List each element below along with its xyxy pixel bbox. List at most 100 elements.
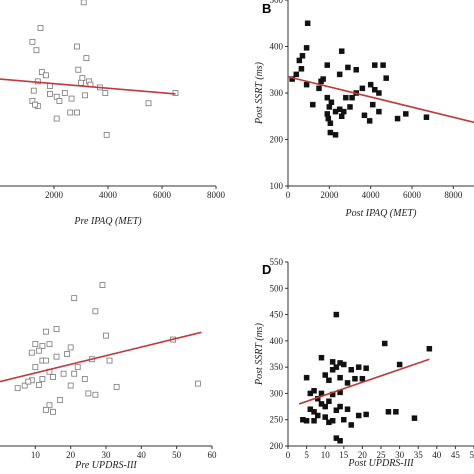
regression-line [0,78,176,95]
x-tick-label: 2000 [45,190,64,200]
data-point [341,416,347,423]
x-tick-label: 10 [31,450,41,460]
y-tick-label: 200 [270,135,284,145]
regression-line [287,75,474,124]
data-point [61,90,68,96]
regression-line [0,331,202,383]
data-point [393,409,399,415]
data-point [85,390,92,397]
data-point [21,382,28,389]
x-axis-title: Pre IPAQ (MET) [73,216,142,227]
x-tick-label: 20 [66,450,76,460]
data-point [310,101,316,108]
x-tick-label: 35 [414,450,424,460]
data-point [325,115,332,122]
y-tick-label: 300 [270,388,284,398]
x-tick-label: 25 [377,450,387,460]
data-point [103,131,110,138]
data-point [327,120,334,126]
x-tick-label: 6000 [153,190,172,200]
data-point [50,374,56,380]
y-tick-label: 250 [270,415,284,425]
data-point [303,45,310,51]
x-tick-label: 8000 [207,190,226,200]
data-point [341,108,347,115]
data-point [333,311,340,318]
panel-d-chart: 0 5 10 15 20 25 30 35 40 45 50 200 250 300 350 400 450 50… [254,257,474,469]
x-tick-label: 4000 [99,190,118,200]
panel-label: D [262,262,271,277]
x-tick-label: 4000 [362,190,381,200]
data-point [329,359,336,365]
data-point [322,403,328,410]
x-tick-label: 2000 [320,190,339,200]
data-point [81,376,88,382]
x-tick-label: 50 [470,450,474,460]
data-point [322,414,328,420]
data-point [349,94,355,101]
data-point [25,378,32,385]
data-point [106,357,113,364]
data-point [46,402,53,409]
data-point [345,64,351,71]
x-tick-label: 45 [451,450,461,460]
data-point [68,95,75,102]
data-point [326,377,332,384]
data-point [363,411,369,418]
data-point [336,71,343,78]
x-tick-label: 5 [304,450,309,460]
data-point [322,372,328,378]
data-point [32,364,39,371]
x-tick-label: 40 [137,450,147,460]
data-point [50,408,56,415]
data-point [43,72,49,79]
data-point [74,109,80,116]
data-point [92,308,99,315]
data-point [355,364,362,370]
data-point [39,376,46,382]
x-tick-label: 40 [432,450,442,460]
y-axis-title: Post SSRT (ms) [254,61,265,125]
data-point [74,43,80,50]
y-tick-label: 500 [270,283,284,293]
data-point [316,85,322,92]
data-point [75,66,82,73]
data-point [359,85,366,92]
data-point [318,78,324,85]
data-point [43,328,49,335]
data-point [56,98,63,104]
data-point [369,101,376,108]
data-point [332,132,339,138]
x-tick-label: 60 [208,450,218,460]
data-point [194,380,201,387]
data-point [57,397,63,403]
data-point [299,53,306,59]
data-point [14,385,21,392]
data-point [39,343,46,350]
data-point [380,62,386,68]
data-point [426,345,433,352]
y-axis-title: Post SSRT (ms) [254,322,265,386]
data-point [318,354,325,361]
data-point [372,62,378,68]
data-point [381,340,388,347]
data-point [43,406,49,413]
data-point [60,370,67,377]
y-tick-label: 400 [270,42,284,52]
data-point [74,364,81,371]
data-point [352,375,358,382]
panel-b-chart: 0 2000 4000 6000 8000 100 200 300 400 500 Post IPA… [254,0,474,219]
data-point [311,418,317,424]
data-point [67,382,74,389]
data-point [355,412,362,419]
data-point [338,113,345,119]
data-point [315,412,321,419]
data-point [304,20,311,26]
y-tick-label: 300 [270,88,284,98]
data-point [33,47,40,54]
y-tick-label: 350 [270,362,284,372]
data-point [383,75,389,81]
data-point [298,66,305,72]
data-point [366,118,373,124]
